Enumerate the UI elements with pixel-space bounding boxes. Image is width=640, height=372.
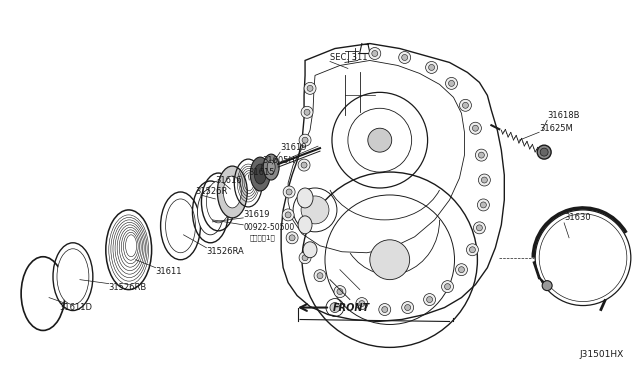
Ellipse shape [334,286,346,298]
Ellipse shape [402,302,413,314]
Ellipse shape [298,216,312,234]
Ellipse shape [424,294,436,305]
Ellipse shape [429,64,435,70]
Ellipse shape [299,134,311,146]
Ellipse shape [198,189,223,235]
Text: SEC. 311: SEC. 311 [330,53,367,62]
Text: J31501HX: J31501HX [580,350,624,359]
Ellipse shape [304,82,316,94]
Ellipse shape [289,235,295,241]
Ellipse shape [286,189,292,195]
Text: 31611D: 31611D [59,303,92,312]
Ellipse shape [540,148,548,156]
Ellipse shape [301,106,313,118]
Text: 31526RA: 31526RA [207,247,244,256]
Ellipse shape [445,77,458,89]
Ellipse shape [307,86,313,92]
Ellipse shape [476,225,483,231]
Ellipse shape [218,166,247,218]
Ellipse shape [301,196,329,224]
Ellipse shape [370,240,410,280]
Text: 31605H: 31605H [262,155,295,164]
Text: 31526RB: 31526RB [109,283,147,292]
Ellipse shape [301,162,307,168]
Ellipse shape [267,160,275,174]
Ellipse shape [477,199,490,211]
Ellipse shape [368,128,392,152]
Ellipse shape [207,181,230,223]
Ellipse shape [223,176,241,208]
Text: 31526R: 31526R [195,187,228,196]
Text: 31611: 31611 [156,267,182,276]
Ellipse shape [537,145,551,159]
Ellipse shape [479,174,490,186]
Text: 31616: 31616 [216,176,242,185]
Ellipse shape [479,152,484,158]
Ellipse shape [359,301,365,307]
Ellipse shape [404,305,411,311]
Ellipse shape [456,264,467,276]
Ellipse shape [254,164,266,184]
Ellipse shape [481,177,488,183]
Ellipse shape [337,289,343,295]
Ellipse shape [402,54,408,61]
Ellipse shape [372,51,378,57]
Ellipse shape [467,244,479,256]
Ellipse shape [476,149,488,161]
Text: 31615: 31615 [248,167,275,177]
Text: 31619: 31619 [243,211,270,219]
Ellipse shape [369,48,381,60]
Ellipse shape [379,304,391,315]
Ellipse shape [250,157,270,191]
Text: FRONT: FRONT [333,302,370,312]
Ellipse shape [297,188,313,208]
Ellipse shape [399,51,411,64]
Ellipse shape [298,159,310,171]
Text: 31630: 31630 [564,214,591,222]
Ellipse shape [445,283,451,290]
Ellipse shape [535,210,631,305]
Ellipse shape [317,273,323,279]
Ellipse shape [449,80,454,86]
Ellipse shape [330,302,340,312]
Text: 31625M: 31625M [539,124,573,133]
Text: リング（1）: リング（1） [249,234,275,241]
Ellipse shape [263,154,279,180]
Ellipse shape [166,199,195,253]
Ellipse shape [285,212,291,218]
Ellipse shape [304,109,310,115]
Ellipse shape [469,247,476,253]
Text: 31619: 31619 [280,142,307,152]
Text: 31618B: 31618B [547,111,580,120]
Ellipse shape [442,280,454,293]
Ellipse shape [283,186,295,198]
PathPatch shape [281,44,504,321]
Ellipse shape [469,122,481,134]
Ellipse shape [481,202,486,208]
Ellipse shape [303,242,317,258]
Ellipse shape [302,137,308,143]
Ellipse shape [282,209,294,221]
Ellipse shape [356,298,368,310]
Ellipse shape [314,270,326,282]
Ellipse shape [57,249,89,305]
Text: 00922-50500: 00922-50500 [243,223,294,232]
Ellipse shape [474,222,485,234]
Ellipse shape [542,280,552,291]
Ellipse shape [460,99,472,111]
Ellipse shape [472,125,479,131]
Ellipse shape [463,102,468,108]
Ellipse shape [286,232,298,244]
Ellipse shape [427,296,433,302]
Ellipse shape [299,252,311,264]
Ellipse shape [426,61,438,73]
Ellipse shape [382,307,388,312]
Ellipse shape [302,255,308,261]
Ellipse shape [458,267,465,273]
Ellipse shape [209,186,212,192]
